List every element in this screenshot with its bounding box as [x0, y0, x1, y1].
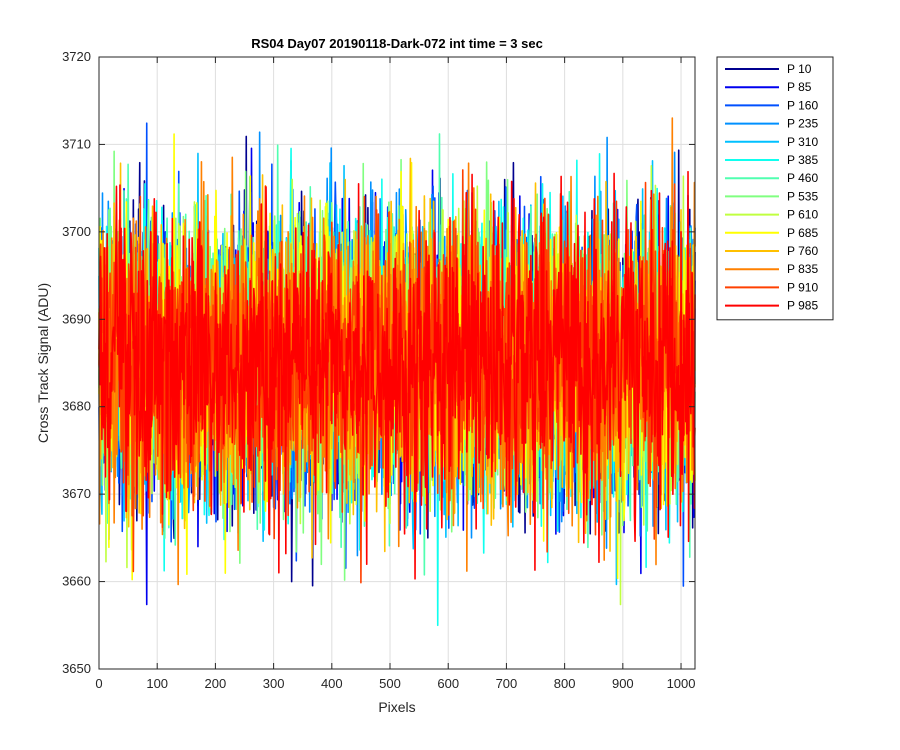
legend-label: P 760 — [787, 244, 818, 258]
y-axis-label: Cross Track Signal (ADU) — [35, 283, 51, 443]
legend-entry: P 535 — [725, 189, 818, 203]
y-tick-label: 3690 — [62, 311, 91, 326]
legend-label: P 985 — [787, 299, 818, 313]
y-axis: 3650 3660 3670 3680 3690 3700 3710 3720 — [62, 49, 695, 676]
legend-label: P 910 — [787, 280, 818, 294]
y-tick-label: 3650 — [62, 661, 91, 676]
y-tick-label: 3700 — [62, 224, 91, 239]
x-axis: 0 100 200 300 400 500 600 700 800 900 1000 — [95, 57, 695, 691]
y-tick-label: 3680 — [62, 399, 91, 414]
legend-label: P 610 — [787, 208, 818, 222]
legend-entry: P 235 — [725, 117, 818, 131]
y-tick-label: 3710 — [62, 136, 91, 151]
x-tick-label: 200 — [205, 676, 227, 691]
legend-entry: P 835 — [725, 262, 818, 276]
x-tick-label: 1000 — [667, 676, 696, 691]
legend-label: P 535 — [787, 189, 818, 203]
series-line-p985 — [98, 170, 696, 580]
legend-label: P 85 — [787, 80, 812, 94]
x-tick-label: 100 — [146, 676, 168, 691]
legend-label: P 160 — [787, 98, 818, 112]
legend-entry: P 160 — [725, 98, 818, 112]
x-tick-label: 0 — [95, 676, 102, 691]
x-tick-label: 300 — [263, 676, 285, 691]
legend-entry: P 910 — [725, 280, 818, 294]
legend-entry: P 610 — [725, 208, 818, 222]
x-tick-label: 900 — [612, 676, 634, 691]
legend-label: P 460 — [787, 171, 818, 185]
legend-label: P 385 — [787, 153, 818, 167]
legend: P 10 P 85 P 160 P 235 P 310 P 385 P 460 P 535 P … — [716, 56, 834, 321]
legend-label: P 10 — [787, 62, 812, 76]
legend-label: P 835 — [787, 262, 818, 276]
plot-frame — [98, 56, 696, 670]
chart-title: RS04 Day07 20190118-Dark-072 int time = … — [251, 36, 543, 51]
legend-entry: P 985 — [725, 299, 818, 313]
legend-box — [716, 56, 834, 321]
x-axis-label: Pixels — [378, 699, 415, 715]
legend-label: P 685 — [787, 226, 818, 240]
legend-label: P 310 — [787, 135, 818, 149]
legend-entry: P 10 — [725, 62, 812, 76]
x-tick-label: 800 — [554, 676, 576, 691]
y-tick-label: 3670 — [62, 486, 91, 501]
x-tick-label: 700 — [496, 676, 518, 691]
series-lines — [98, 117, 696, 627]
legend-entry: P 385 — [725, 153, 818, 167]
legend-entry: P 85 — [725, 80, 812, 94]
x-tick-label: 500 — [379, 676, 401, 691]
y-tick-label: 3720 — [62, 49, 91, 64]
x-tick-label: 400 — [321, 676, 343, 691]
legend-entry: P 460 — [725, 171, 818, 185]
legend-entry: P 685 — [725, 226, 818, 240]
legend-entry: P 310 — [725, 135, 818, 149]
legend-label: P 235 — [787, 117, 818, 131]
legend-entry: P 760 — [725, 244, 818, 258]
x-tick-label: 600 — [437, 676, 459, 691]
y-tick-label: 3660 — [62, 574, 91, 589]
